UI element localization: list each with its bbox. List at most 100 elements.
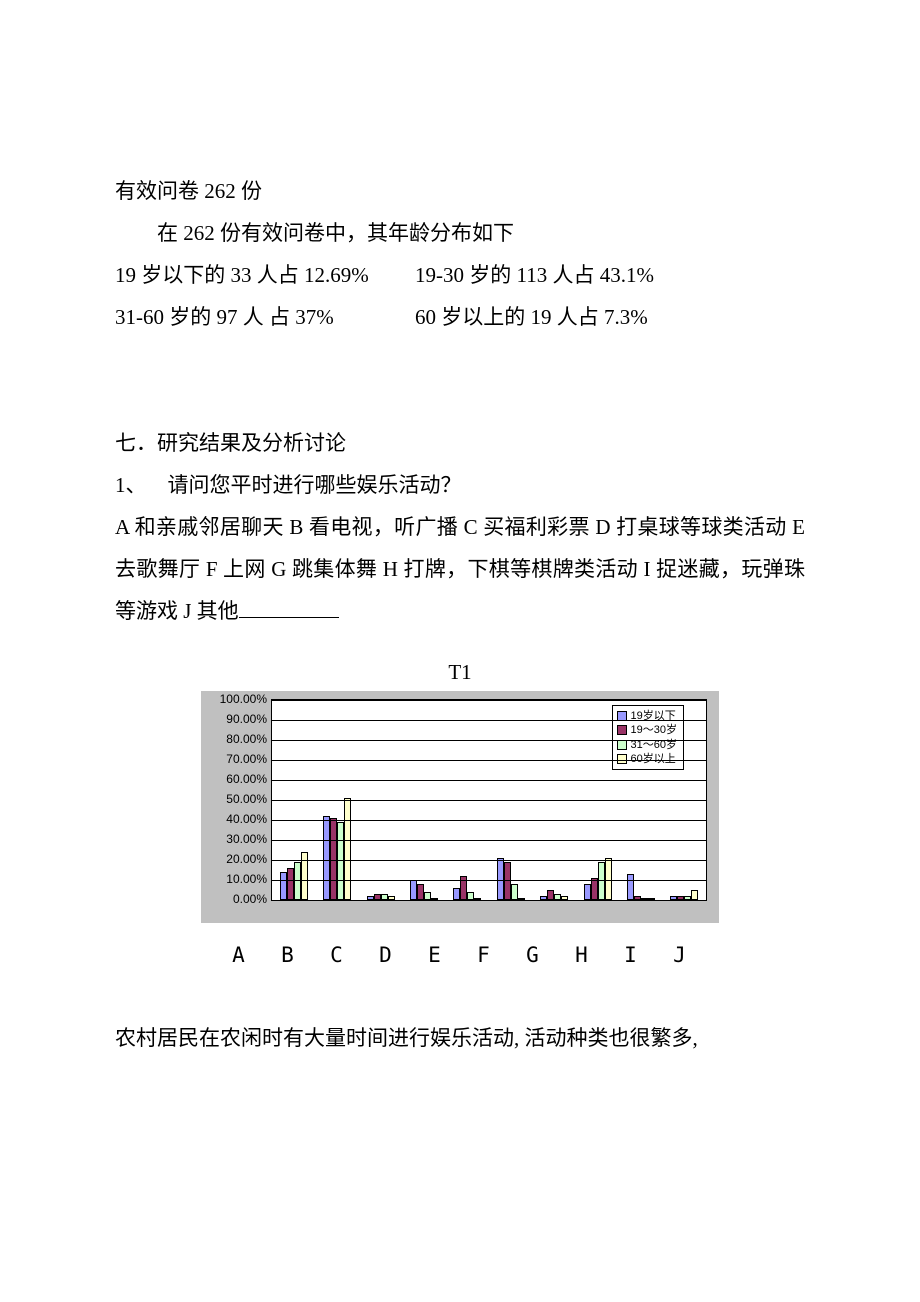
bar <box>467 892 474 900</box>
q1-text: 请问您平时进行哪些娱乐活动？ <box>168 473 462 497</box>
bar <box>591 878 598 900</box>
bar <box>634 896 641 900</box>
bar <box>677 896 684 900</box>
x-axis-label: J <box>670 943 691 967</box>
question1: 1、 请问您平时进行哪些娱乐活动？ <box>115 464 805 506</box>
x-axis-label: C <box>327 943 348 967</box>
bar <box>648 898 655 900</box>
bar <box>294 862 301 900</box>
bar-group <box>584 858 612 900</box>
bar <box>504 862 511 900</box>
legend-row: 19～30岁 <box>617 723 677 737</box>
x-axis-label: A <box>229 943 250 967</box>
document-page: 有效问卷 262 份 在 262 份有效问卷中，其年龄分布如下 19 岁以下的 … <box>0 0 920 1119</box>
bar <box>497 858 504 900</box>
bar <box>598 862 605 900</box>
intro-line1: 有效问卷 262 份 <box>115 170 805 212</box>
x-axis-label: D <box>376 943 397 967</box>
y-tick-label: 10.00% <box>226 873 267 885</box>
stat-cell: 31-60 岁的 97 人 占 37% <box>115 296 415 338</box>
bar <box>337 822 344 900</box>
y-tick-label: 0.00% <box>233 893 267 905</box>
chart-title: T1 <box>115 660 805 685</box>
y-tick-label: 50.00% <box>226 793 267 805</box>
bar <box>474 898 481 900</box>
grid-line <box>272 820 706 821</box>
bar <box>641 898 648 900</box>
options-text: A 和亲戚邻居聊天 B 看电视，听广播 C 买福利彩票 D 打桌球等球类活动 E… <box>115 515 805 623</box>
bar <box>287 868 294 900</box>
section7-heading: 七．研究结果及分析讨论 <box>115 422 805 464</box>
y-tick-label: 70.00% <box>226 753 267 765</box>
bar <box>691 890 698 900</box>
bar <box>554 894 561 900</box>
x-axis-label: G <box>523 943 544 967</box>
legend-label: 19岁以下 <box>631 709 676 723</box>
grid-line <box>272 860 706 861</box>
bar-group <box>627 874 655 900</box>
bar-group <box>670 890 698 900</box>
y-tick-label: 90.00% <box>226 713 267 725</box>
q1-options: A 和亲戚邻居聊天 B 看电视，听广播 C 买福利彩票 D 打桌球等球类活动 E… <box>115 506 805 632</box>
blank-underline <box>239 617 339 618</box>
y-tick-label: 40.00% <box>226 813 267 825</box>
stat-cell: 60 岁以上的 19 人占 7.3% <box>415 296 805 338</box>
grid-line <box>272 840 706 841</box>
bar <box>453 888 460 900</box>
bar <box>367 896 374 900</box>
bar <box>431 898 438 900</box>
grid-line <box>272 880 706 881</box>
bar <box>388 896 395 900</box>
x-axis-label: B <box>278 943 299 967</box>
x-axis-label: E <box>425 943 446 967</box>
bar-group <box>410 880 438 900</box>
legend-label: 19～30岁 <box>631 723 677 737</box>
bar-group <box>323 798 351 900</box>
bar <box>627 874 634 900</box>
conclusion-text: 农村居民在农闲时有大量时间进行娱乐活动, 活动种类也很繁多, <box>115 1017 805 1059</box>
chart-container: 19岁以下19～30岁31～60岁60岁以上 0.00% 10.00% 20.00%… <box>115 691 805 923</box>
grid-line <box>272 700 706 701</box>
bar <box>330 818 337 900</box>
legend-row: 19岁以下 <box>617 709 677 723</box>
bar <box>605 858 612 900</box>
bar-group <box>367 894 395 900</box>
bar <box>561 896 568 900</box>
legend-swatch <box>617 725 627 735</box>
bar <box>280 872 287 900</box>
stat-row-2: 31-60 岁的 97 人 占 37% 60 岁以上的 19 人占 7.3% <box>115 296 805 338</box>
grid-line <box>272 780 706 781</box>
grid-line <box>272 760 706 761</box>
grid-line <box>272 800 706 801</box>
y-tick-label: 80.00% <box>226 733 267 745</box>
bar <box>410 880 417 900</box>
x-axis-label: I <box>621 943 642 967</box>
bar <box>424 892 431 900</box>
intro-line2: 在 262 份有效问卷中，其年龄分布如下 <box>115 212 805 254</box>
legend-swatch <box>617 740 627 750</box>
bar <box>417 884 424 900</box>
y-tick-label: 30.00% <box>226 833 267 845</box>
bar <box>584 884 591 900</box>
bar <box>670 896 677 900</box>
stat-cell: 19-30 岁的 113 人占 43.1% <box>415 254 805 296</box>
bar <box>518 898 525 900</box>
stat-cell: 19 岁以下的 33 人占 12.69% <box>115 254 415 296</box>
bar <box>547 890 554 900</box>
x-axis-label: F <box>474 943 495 967</box>
bar <box>374 894 381 900</box>
grid-line <box>272 740 706 741</box>
q1-number: 1、 <box>115 473 147 497</box>
chart-box: 19岁以下19～30岁31～60岁60岁以上 0.00% 10.00% 20.00%… <box>201 691 719 923</box>
x-axis-label: H <box>572 943 593 967</box>
bar <box>684 896 691 900</box>
bar <box>540 896 547 900</box>
y-tick-label: 20.00% <box>226 853 267 865</box>
x-axis-labels: A B C D E F G H I J <box>115 943 805 967</box>
plot-area: 19岁以下19～30岁31～60岁60岁以上 <box>271 699 707 901</box>
grid-line <box>272 720 706 721</box>
bar <box>344 798 351 900</box>
bar-group <box>497 858 525 900</box>
stat-row-1: 19 岁以下的 33 人占 12.69% 19-30 岁的 113 人占 43.… <box>115 254 805 296</box>
y-tick-label: 100.00% <box>220 693 267 705</box>
